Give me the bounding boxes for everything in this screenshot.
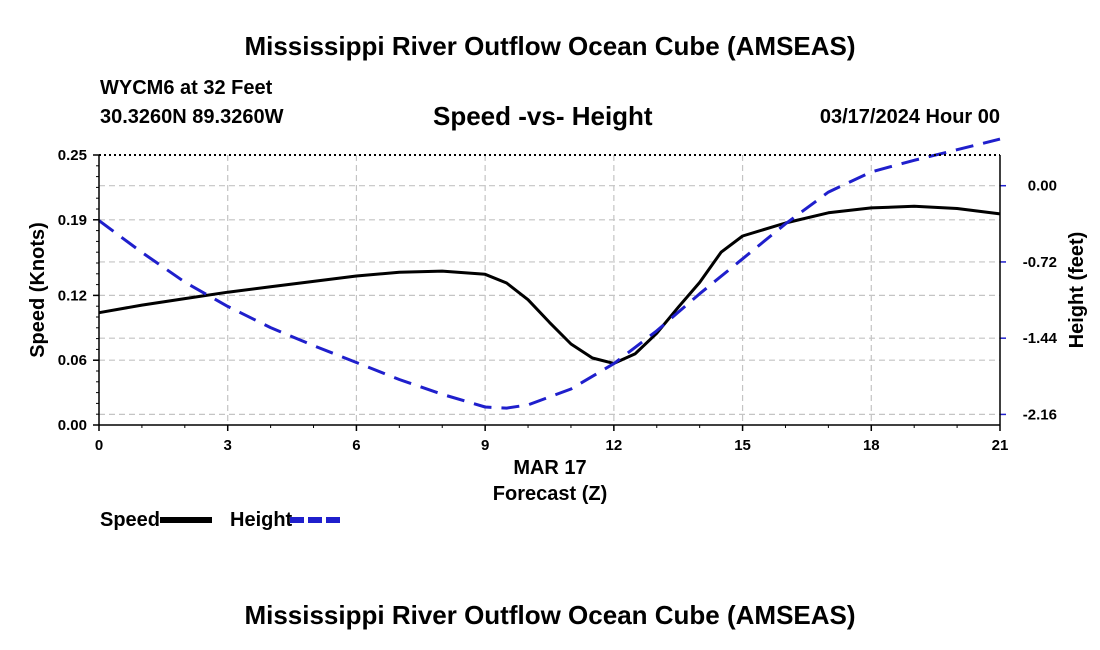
- x-tick-label: 12: [606, 437, 623, 454]
- x-tick-label: 6: [352, 437, 360, 454]
- y-axis-title-left: Speed (Knots): [27, 222, 49, 358]
- series-lines: [98, 137, 1001, 410]
- footer-title: Mississippi River Outflow Ocean Cube (AM…: [244, 600, 856, 630]
- axis-labels: MAR 17 Forecast (Z) Speed (Knots) Height…: [27, 147, 1088, 505]
- y-tick-label-right: 0.00: [1028, 178, 1057, 195]
- x-tick-label: 21: [992, 437, 1009, 454]
- series-speed-line: [98, 204, 1001, 365]
- y-tick-label-right: -0.72: [1023, 254, 1057, 271]
- x-date-label: MAR 17: [513, 457, 586, 479]
- coordinates-label: 30.3260N 89.3260W: [100, 106, 284, 128]
- x-tick-label: 18: [863, 437, 880, 454]
- legend-label-speed: Speed: [100, 509, 160, 531]
- y-tick-label-left: 0.19: [58, 212, 87, 229]
- chart-subtitle: Speed -vs- Height: [433, 101, 653, 131]
- y-tick-label-right: -2.16: [1023, 406, 1057, 423]
- x-axis-title: Forecast (Z): [493, 483, 607, 505]
- y-tick-label-left: 0.06: [58, 352, 87, 369]
- legend-label-height: Height: [230, 509, 293, 531]
- x-tick-label: 9: [481, 437, 489, 454]
- grid-lines: [99, 155, 1000, 425]
- y-axis-title-right: Height (feet): [1066, 232, 1088, 349]
- legend: Speed Height: [100, 509, 342, 531]
- x-tick-label: 3: [224, 437, 232, 454]
- y-tick-label-right: -1.44: [1023, 330, 1058, 347]
- x-tick-label: 0: [95, 437, 103, 454]
- chart-title: Mississippi River Outflow Ocean Cube (AM…: [244, 31, 856, 61]
- y-tick-label-left: 0.25: [58, 147, 87, 164]
- station-label: WYCM6 at 32 Feet: [100, 77, 273, 99]
- plot-frame: [93, 154, 1006, 431]
- y-tick-label-left: 0.12: [58, 287, 87, 304]
- forecast-datetime: 03/17/2024 Hour 00: [819, 106, 1000, 128]
- series-height-line: [98, 137, 1001, 410]
- y-tick-label-left: 0.00: [58, 417, 87, 434]
- x-tick-label: 15: [734, 437, 751, 454]
